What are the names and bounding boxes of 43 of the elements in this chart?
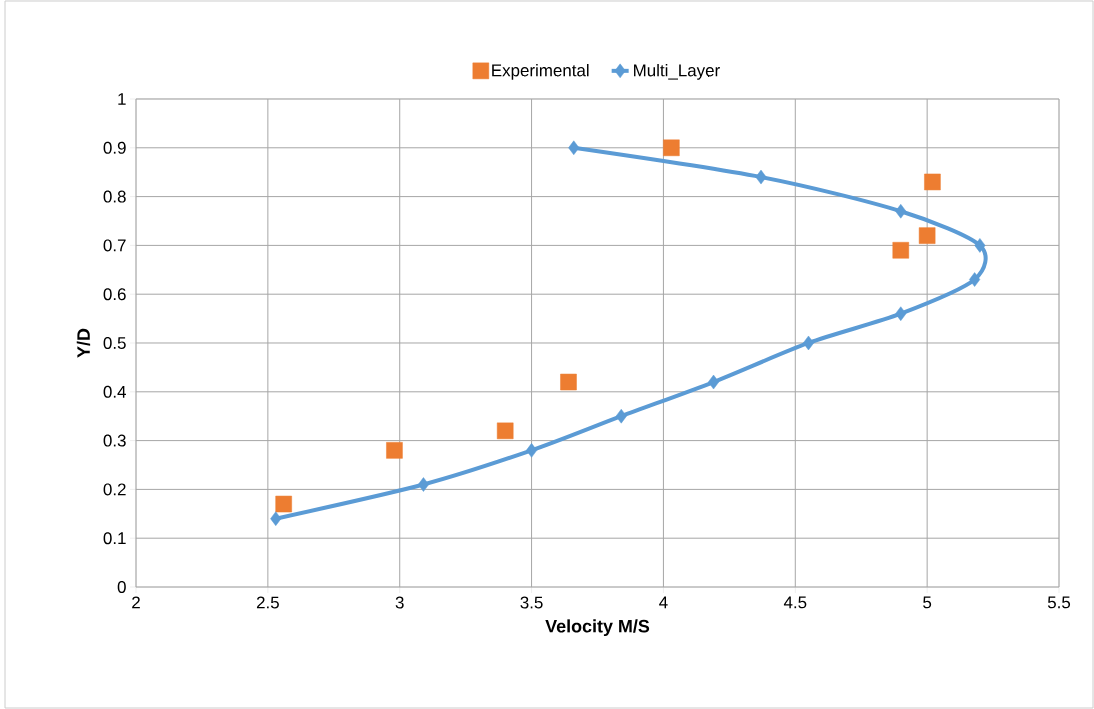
point <box>755 169 767 185</box>
y-tick-label: 0.4 <box>103 385 126 398</box>
y-tick-label: 0 <box>117 581 126 593</box>
point <box>895 306 907 321</box>
x-tick-label: 3.5 <box>520 596 543 609</box>
y-tick-label: 1 <box>118 93 126 105</box>
y-tick-label: 0.3 <box>103 434 126 447</box>
y-tick-label: 0.7 <box>103 239 126 252</box>
point <box>496 422 514 440</box>
y-tick-label: 0.2 <box>103 483 126 496</box>
point <box>275 495 292 513</box>
x-tick-label: 2.5 <box>256 596 279 609</box>
legend-label: Experimental <box>492 63 589 80</box>
x-tick-label: 4 <box>659 596 668 609</box>
point <box>892 242 910 259</box>
legend-label: Multi_Layer <box>634 63 720 80</box>
point <box>270 511 282 526</box>
point <box>708 374 720 390</box>
x-tick-label: 2 <box>132 596 140 609</box>
x-tick-label: 4.5 <box>783 596 807 609</box>
point <box>560 373 577 391</box>
x-axis-title: Velocity M/S <box>545 619 650 637</box>
point <box>417 477 429 492</box>
x-tick-label: 5.5 <box>1047 596 1071 609</box>
point <box>924 173 941 191</box>
point <box>526 443 538 458</box>
x-tick-label: 3 <box>395 596 404 609</box>
point <box>969 272 981 287</box>
point <box>918 227 936 244</box>
y-tick-label: 0.1 <box>103 532 126 545</box>
point <box>802 335 814 351</box>
y-axis-title: Y/D <box>76 328 91 358</box>
point <box>615 408 627 424</box>
y-tick-label: 0.5 <box>103 337 126 349</box>
x-tick-label: 5 <box>923 596 932 609</box>
point <box>974 238 986 253</box>
y-tick-label: 0.8 <box>103 190 126 203</box>
point <box>663 139 680 157</box>
y-tick-label: 0.9 <box>103 141 126 154</box>
point <box>895 203 907 219</box>
point <box>568 140 580 156</box>
y-tick-label: 0.6 <box>103 288 126 301</box>
point <box>386 442 403 459</box>
